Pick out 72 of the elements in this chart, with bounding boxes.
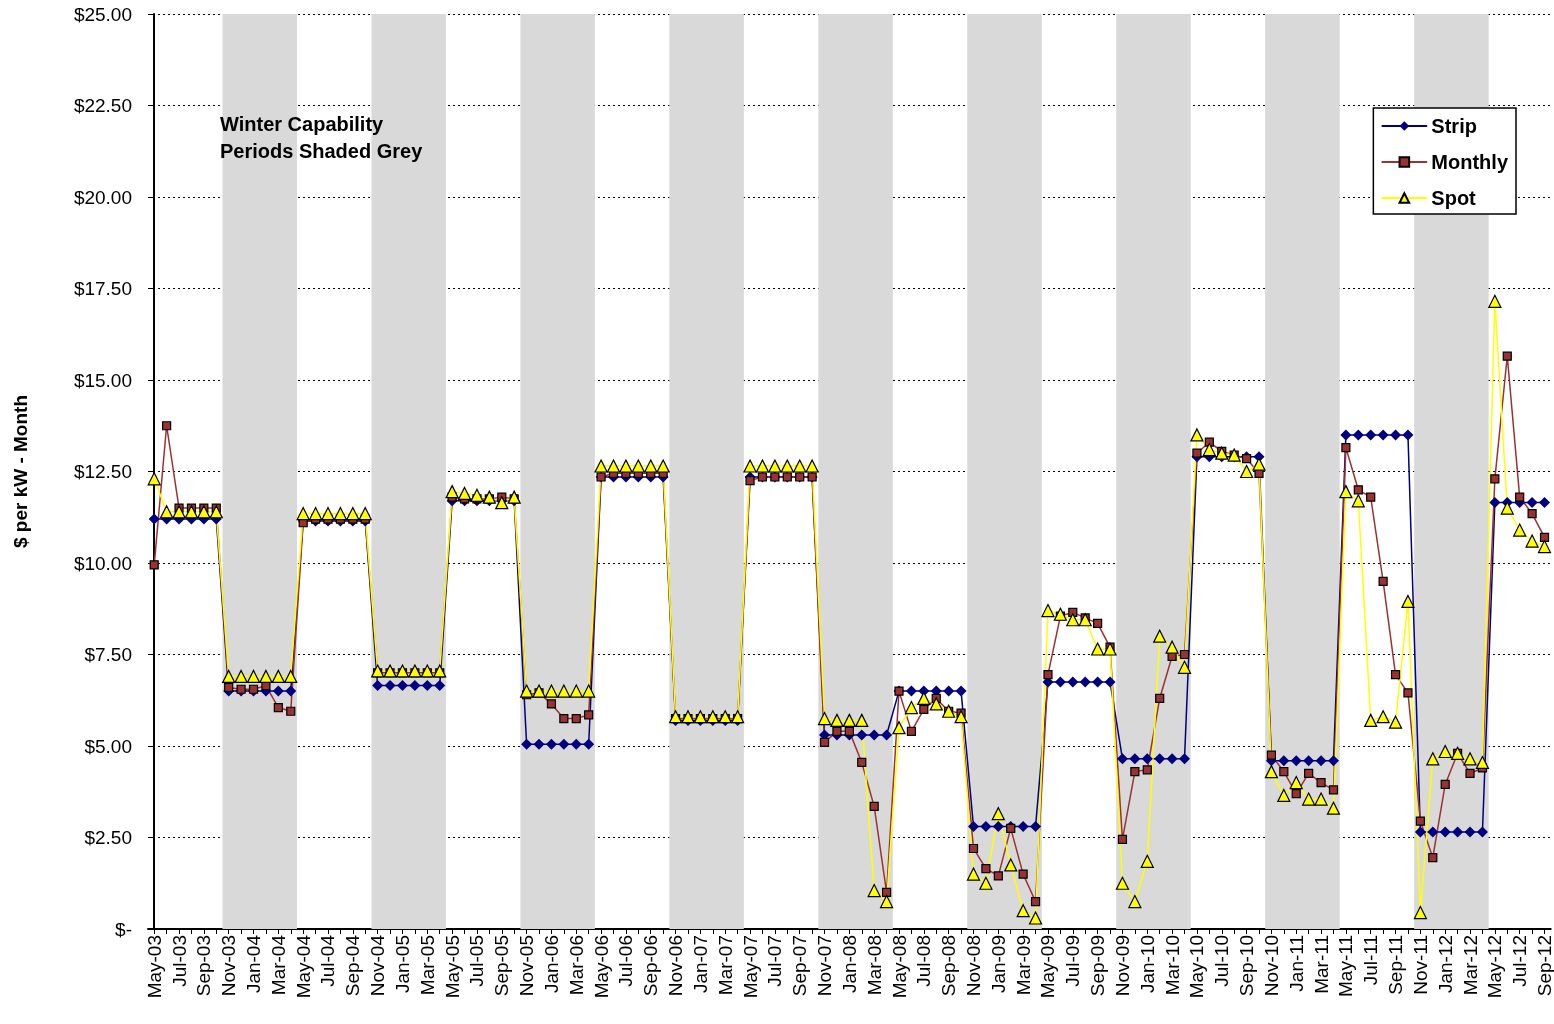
x-tick-label: Nov-06 <box>665 935 687 997</box>
x-tick-label: Jul-09 <box>1062 935 1084 987</box>
x-tick-label: Sep-04 <box>342 934 364 997</box>
x-tick-label: Jul-11 <box>1360 935 1382 986</box>
x-tick-label: May-11 <box>1335 935 1357 997</box>
x-tick-label: Mar-08 <box>863 935 885 996</box>
y-tick-label: $7.50 <box>84 644 132 665</box>
x-tick-label: May-03 <box>143 935 165 999</box>
x-tick-label: Mar-05 <box>416 935 438 996</box>
x-tick-label: Nov-10 <box>1260 935 1282 997</box>
annotation: Winter Capability Periods Shaded Grey <box>220 112 424 162</box>
x-tick-label: May-04 <box>292 934 314 999</box>
legend-label: Monthly <box>1431 151 1509 173</box>
x-tick-label: May-07 <box>739 935 761 999</box>
y-tick-label: $5.00 <box>84 735 132 757</box>
y-tick-label: $- <box>115 918 132 940</box>
x-tick-label: Jul-10 <box>1211 935 1233 987</box>
x-tick-label: May-08 <box>888 935 910 999</box>
x-tick-label: Mar-09 <box>1012 935 1034 996</box>
x-tick-label: Nov-11 <box>1409 935 1431 995</box>
y-tick-label: $12.50 <box>73 461 132 482</box>
x-tick-label: May-05 <box>441 935 463 999</box>
x-tick-label: Jan-05 <box>391 935 413 994</box>
x-tick-label: Jan-06 <box>540 935 562 994</box>
x-tick-label: Nov-03 <box>218 935 240 997</box>
x-tick-label: Nov-08 <box>962 935 984 997</box>
x-tick-label: Nov-07 <box>814 935 836 997</box>
y-tick-label: $20.00 <box>73 186 132 208</box>
y-tick-label: $25.00 <box>73 3 132 25</box>
x-tick-label: Jan-04 <box>243 934 265 994</box>
x-tick-label: Sep-09 <box>1087 935 1109 997</box>
x-tick-label: May-12 <box>1484 935 1506 999</box>
x-tick-label: May-09 <box>1037 935 1059 999</box>
x-tick-label: Jan-10 <box>1136 935 1158 994</box>
x-tick-label: Jul-07 <box>764 935 786 987</box>
x-tick-label: Mar-07 <box>714 935 736 996</box>
x-tick-label: Jul-12 <box>1509 935 1531 987</box>
x-tick-label: May-06 <box>590 935 612 999</box>
x-tick-label: May-10 <box>1186 935 1208 999</box>
x-tick-label: Sep-06 <box>640 935 662 997</box>
x-tick-label: Mar-11 <box>1310 935 1332 994</box>
x-tick-label: Jan-12 <box>1434 935 1456 994</box>
x-tick-label: Jan-07 <box>689 935 711 994</box>
x-tick-label: Jul-05 <box>466 935 488 987</box>
x-tick-label: Jan-08 <box>838 935 860 994</box>
x-tick-label: Jan-09 <box>987 935 1009 994</box>
y-tick-label: $17.50 <box>73 278 132 299</box>
x-tick-label: Jan-11 <box>1285 935 1307 992</box>
x-tick-label: Sep-07 <box>789 935 811 997</box>
x-tick-label: Sep-11 <box>1385 935 1407 995</box>
x-tick-label: Sep-03 <box>193 935 215 997</box>
x-tick-label: Jul-06 <box>615 935 637 987</box>
legend-label: Strip <box>1431 115 1477 137</box>
x-tick-label: Mar-10 <box>1161 935 1183 996</box>
x-tick-label: Mar-12 <box>1459 935 1481 996</box>
x-tick-label: Jul-04 <box>317 934 339 987</box>
x-tick-label: Jul-08 <box>913 935 935 987</box>
x-tick-label: Nov-05 <box>516 935 538 997</box>
x-tick-label: Sep-10 <box>1236 935 1258 997</box>
x-tick-label: Mar-04 <box>267 934 289 996</box>
x-tick-label: Jul-03 <box>168 935 190 987</box>
x-tick-label: Sep-05 <box>491 935 513 997</box>
y-tick-label: $22.50 <box>73 95 132 116</box>
legend-label: Spot <box>1431 187 1477 209</box>
y-tick-label: $2.50 <box>84 827 132 848</box>
y-axis-title: $ per kW - Month <box>10 394 31 549</box>
x-tick-label: Nov-09 <box>1111 935 1133 997</box>
y-tick-label: $15.00 <box>73 369 132 391</box>
y-tick-label: $10.00 <box>73 552 132 574</box>
x-tick-label: Sep-08 <box>938 935 960 997</box>
x-tick-label: Nov-04 <box>367 934 389 997</box>
x-tick-label: Mar-06 <box>565 935 587 996</box>
